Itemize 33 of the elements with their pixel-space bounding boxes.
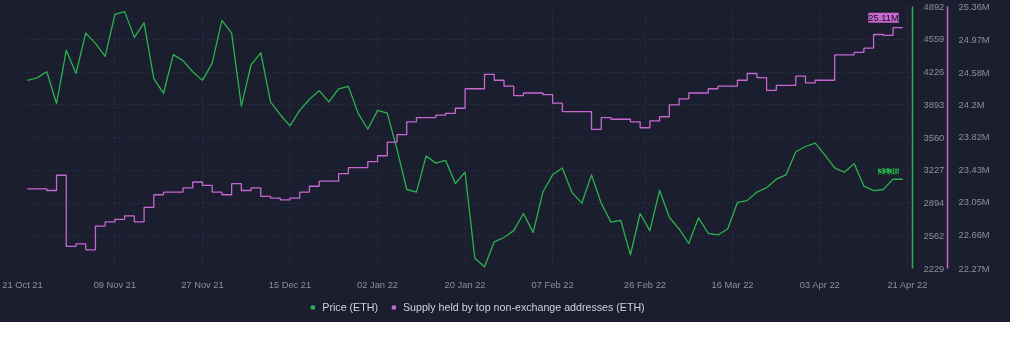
x-tick-label: 21 Apr 22 <box>887 279 928 290</box>
legend-label: Price (ETH) <box>322 301 378 313</box>
x-tick-label: 09 Nov 21 <box>93 279 137 290</box>
x-tick-label: 20 Jan 22 <box>444 279 486 290</box>
y-tick-label: 2894 <box>923 198 945 209</box>
x-tick-label: 03 Apr 22 <box>799 279 840 290</box>
y2-tick-label: 23.82M <box>958 132 990 143</box>
legend-label: Supply held by top non-exchange addresses (ETH) <box>402 301 645 313</box>
x-tick-label: 27 Nov 21 <box>181 279 224 290</box>
data-label: 25.11M <box>868 12 899 23</box>
y2-tick-label: 25.36M <box>958 1 990 12</box>
y-tick-label: 3560 <box>923 132 945 143</box>
y-tick-label: 3227 <box>923 165 945 176</box>
y-tick-label: 4892 <box>923 1 945 12</box>
y2-tick-label: 24.2M <box>958 99 985 110</box>
x-tick-label: 15 Dec 21 <box>268 279 312 290</box>
y2-tick-label: 22.66M <box>958 230 990 241</box>
y2-tick-label: 24.97M <box>958 34 990 45</box>
x-tick-label: 07 Feb 22 <box>531 279 574 290</box>
y2-tick-label: 22.27M <box>958 263 990 274</box>
y-tick-label: 2562 <box>923 230 945 241</box>
y-tick-label: 4226 <box>923 67 945 78</box>
y-tick-label: 4559 <box>923 34 945 45</box>
y-tick-label: 3893 <box>923 99 945 110</box>
data-label: 3136 <box>878 166 899 177</box>
y-tick-label: 2229 <box>923 263 945 274</box>
y2-tick-label: 23.43M <box>958 165 990 176</box>
x-tick-label: 02 Jan 22 <box>357 279 399 290</box>
x-tick-label: 26 Feb 22 <box>624 279 667 290</box>
x-tick-label: 21 Oct 21 <box>2 279 43 290</box>
y2-tick-label: 24.58M <box>958 67 990 78</box>
x-tick-label: 16 Mar 22 <box>711 279 754 290</box>
y2-tick-label: 23.05M <box>958 197 990 208</box>
